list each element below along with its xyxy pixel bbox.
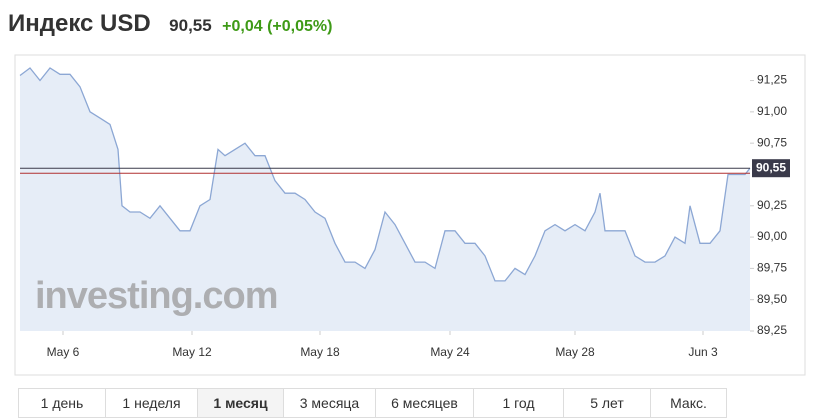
y-tick-label: 89,50	[757, 292, 787, 306]
x-tick-label: May 28	[555, 345, 595, 359]
y-tick-label: 89,75	[757, 261, 787, 275]
area-fill	[20, 68, 750, 331]
x-tick-label: May 6	[47, 345, 80, 359]
range-button[interactable]: 1 день	[19, 389, 106, 417]
y-tick-label: 91,00	[757, 104, 787, 118]
price-line	[19, 67, 751, 282]
range-selector: 1 день 1 неделя 1 месяц 3 месяца 6 месяцев 1 …	[18, 388, 727, 418]
x-tick-label: May 18	[300, 345, 340, 359]
range-button[interactable]: 1 год	[474, 389, 564, 417]
y-tick-label: 90,75	[757, 135, 787, 149]
chart: May 6 May 12 May 18 May 24 May 28 Jun 3 89,25 8…	[14, 54, 806, 376]
title: Индекс USD	[8, 10, 151, 37]
y-tick-label: 89,25	[757, 323, 787, 337]
x-tick-label: May 24	[430, 345, 470, 359]
range-button[interactable]: 1 неделя	[106, 389, 198, 417]
range-button[interactable]: 5 лет	[564, 389, 651, 417]
x-tick-label: Jun 3	[688, 345, 718, 359]
x-tick-label: May 12	[172, 345, 212, 359]
y-tick-label: 90,25	[757, 198, 787, 212]
range-button[interactable]: Макс.	[670, 395, 707, 411]
y-tick-label: 91,25	[757, 73, 787, 87]
chart-frame	[14, 54, 806, 376]
y-tick-label: 90,00	[757, 229, 787, 243]
price: 90,55	[169, 16, 212, 35]
range-button[interactable]: 6 месяцев	[376, 389, 474, 417]
header: Индекс USD 90,55 +0,04 (+0,05%)	[8, 10, 332, 38]
price-tag-label: 90,55	[756, 160, 786, 174]
range-button[interactable]: 3 месяца	[284, 389, 376, 417]
range-button[interactable]: 1 месяц	[198, 389, 284, 417]
price-tag	[752, 159, 790, 178]
watermark: investing.com	[35, 275, 278, 317]
change: +0,04 (+0,05%)	[222, 18, 333, 35]
